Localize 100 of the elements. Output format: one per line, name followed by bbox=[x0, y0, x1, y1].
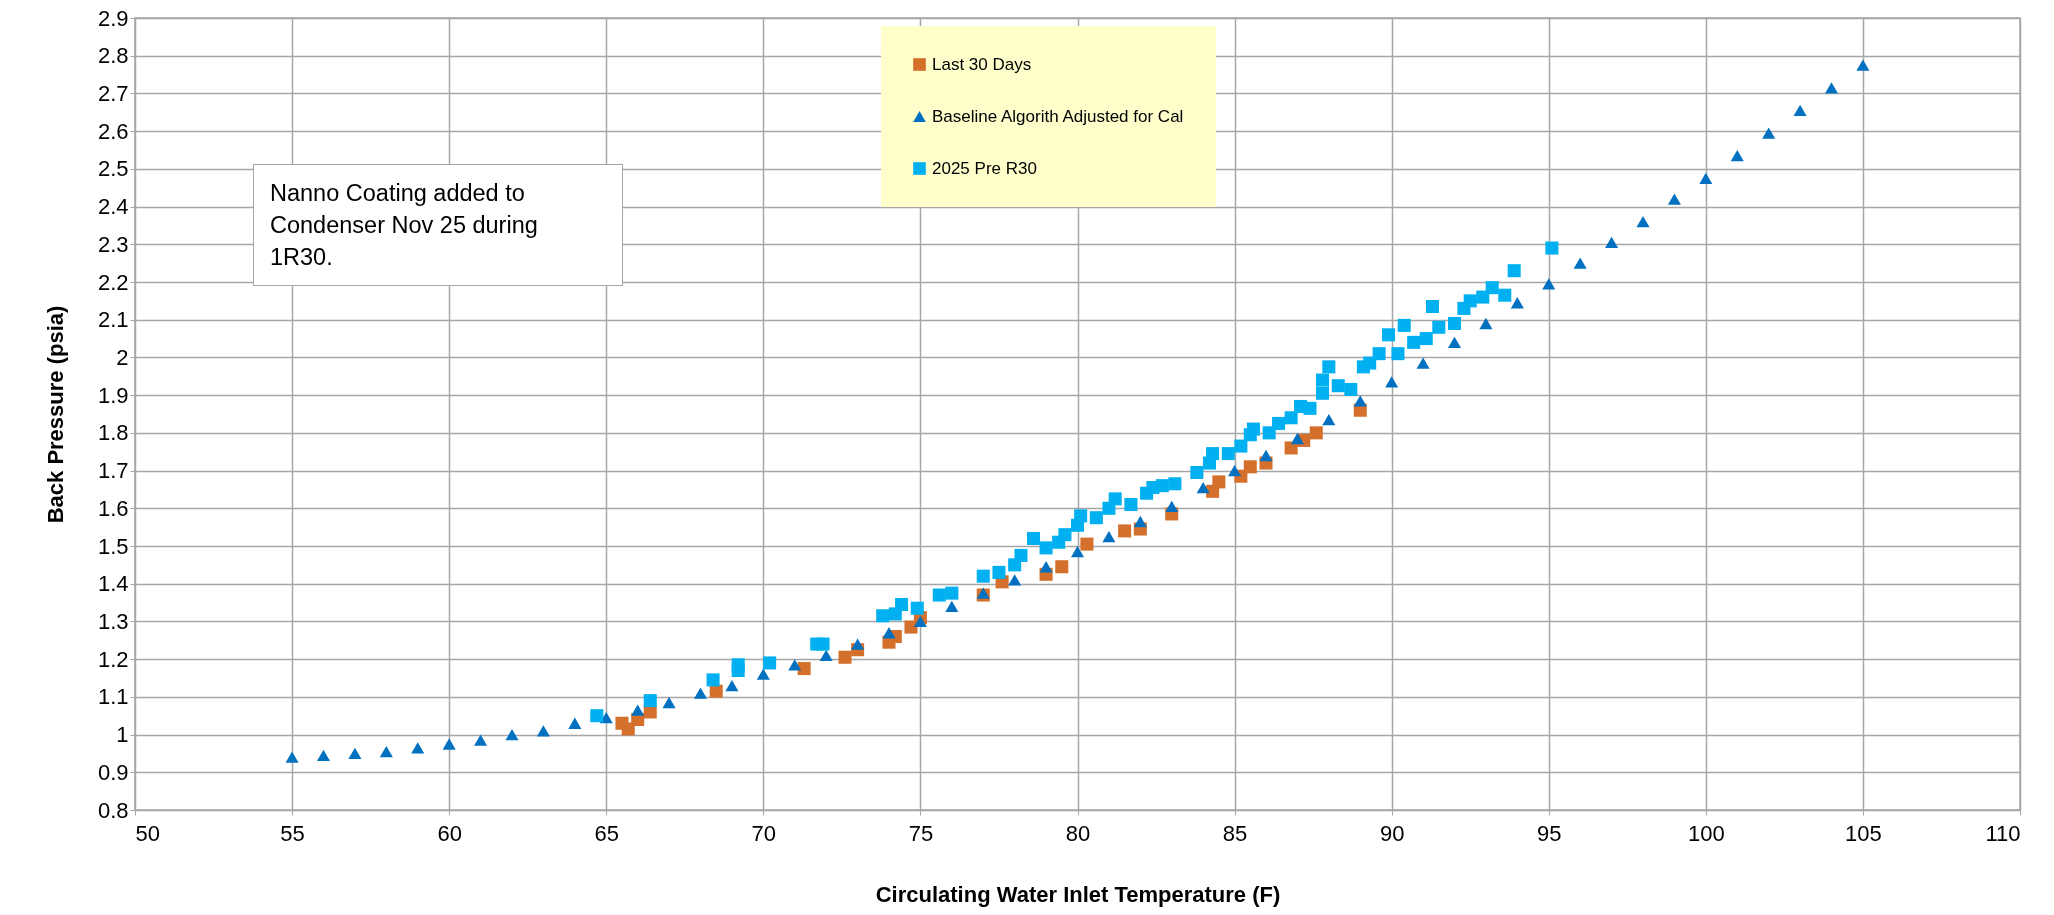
point bbox=[474, 734, 488, 746]
point bbox=[411, 742, 425, 754]
point bbox=[1416, 357, 1430, 369]
point bbox=[1479, 317, 1493, 330]
point bbox=[1228, 464, 1242, 477]
legend-label: Last 30 Days bbox=[932, 54, 1032, 74]
point bbox=[1730, 150, 1744, 162]
x-tick-label: 70 bbox=[751, 820, 777, 846]
y-tick-label: 2.4 bbox=[97, 194, 129, 220]
y-tick-label: 2.9 bbox=[97, 5, 129, 31]
point bbox=[285, 751, 299, 763]
y-tick-label: 1.9 bbox=[97, 382, 129, 408]
point bbox=[1008, 574, 1022, 586]
y-axis-title: Back Pressure (psia) bbox=[42, 305, 68, 524]
point bbox=[851, 638, 865, 650]
x-tick-label: 50 bbox=[135, 820, 160, 846]
point bbox=[1212, 475, 1226, 489]
point bbox=[1243, 460, 1257, 474]
x-tick-label: 110 bbox=[1985, 820, 2021, 846]
y-tick-label: 2.7 bbox=[97, 80, 129, 106]
y-tick-label: 1.8 bbox=[97, 420, 129, 446]
point bbox=[1542, 278, 1556, 290]
point bbox=[693, 687, 708, 699]
x-tick-label: 90 bbox=[1379, 820, 1405, 846]
y-tick-label: 1.2 bbox=[97, 646, 129, 672]
text-box: Nanno Coating added to Condenser Nov 25 during 1R30. bbox=[253, 164, 623, 286]
y-tick-label: 2.6 bbox=[97, 118, 129, 144]
x-axis-title: Circulating Water Inlet Temperature (F) bbox=[875, 881, 1281, 907]
point bbox=[379, 745, 393, 758]
y-tick-label: 2 bbox=[116, 344, 129, 370]
point bbox=[1824, 82, 1839, 94]
point bbox=[1322, 414, 1336, 426]
point bbox=[1447, 336, 1462, 348]
point bbox=[1259, 449, 1273, 462]
y-tick-label: 1.3 bbox=[97, 608, 129, 634]
point bbox=[756, 668, 770, 680]
legend-label: 2025 Pre R30 bbox=[932, 158, 1037, 178]
point bbox=[631, 704, 645, 716]
point bbox=[1605, 236, 1619, 249]
x-tick-label: 55 bbox=[280, 820, 305, 846]
point bbox=[1510, 297, 1524, 309]
point bbox=[1133, 515, 1147, 528]
point bbox=[945, 600, 959, 612]
point bbox=[505, 728, 519, 741]
x-tick-label: 85 bbox=[1222, 820, 1248, 846]
point bbox=[838, 650, 852, 664]
point bbox=[1290, 432, 1304, 445]
point bbox=[1080, 537, 1094, 551]
x-tick-label: 65 bbox=[594, 820, 619, 846]
point bbox=[316, 749, 331, 761]
point bbox=[1636, 216, 1650, 228]
point bbox=[621, 722, 635, 736]
y-tick-label: 1.6 bbox=[97, 495, 129, 521]
point bbox=[709, 684, 723, 698]
point bbox=[1165, 500, 1179, 513]
point bbox=[913, 615, 927, 628]
point bbox=[442, 738, 456, 750]
point bbox=[1102, 530, 1116, 543]
point bbox=[1385, 376, 1399, 388]
y-tick-label: 1.5 bbox=[97, 533, 129, 559]
y-tick-label: 2.5 bbox=[97, 156, 129, 182]
point bbox=[797, 662, 811, 676]
point bbox=[568, 717, 582, 729]
y-tick-label: 1.4 bbox=[97, 571, 129, 597]
point bbox=[1793, 104, 1807, 117]
legend-label: Baseline Algorith Adjusted for Cal bbox=[932, 106, 1184, 126]
y-tick-label: 1 bbox=[116, 722, 129, 748]
y-tick-label: 1.1 bbox=[97, 684, 129, 710]
point bbox=[536, 725, 550, 737]
y-tick-label: 2.2 bbox=[97, 269, 129, 295]
point bbox=[1118, 524, 1132, 538]
point bbox=[1762, 127, 1776, 139]
x-tick-label: 80 bbox=[1065, 820, 1091, 846]
point bbox=[819, 649, 833, 662]
point bbox=[1196, 481, 1210, 494]
point bbox=[882, 627, 896, 639]
y-tick-label: 2.1 bbox=[97, 307, 129, 333]
point bbox=[662, 696, 676, 709]
point bbox=[348, 747, 362, 760]
y-tick-label: 1.7 bbox=[97, 458, 129, 484]
point bbox=[1309, 426, 1323, 440]
point bbox=[1055, 560, 1069, 574]
point bbox=[1856, 59, 1870, 71]
x-tick-label: 75 bbox=[908, 820, 934, 846]
point bbox=[1699, 172, 1713, 184]
point bbox=[1039, 561, 1053, 573]
x-tick-label: 95 bbox=[1537, 820, 1562, 846]
y-tick-label: 0.9 bbox=[97, 759, 129, 785]
point bbox=[788, 659, 802, 671]
y-tick-label: 2.3 bbox=[97, 231, 129, 257]
x-tick-label: 100 bbox=[1687, 820, 1725, 846]
point bbox=[1667, 193, 1681, 205]
point bbox=[1573, 257, 1587, 269]
y-tick-label: 0.8 bbox=[97, 797, 129, 823]
x-tick-label: 105 bbox=[1845, 820, 1882, 846]
x-tick-label: 60 bbox=[437, 820, 462, 846]
point bbox=[1353, 395, 1367, 407]
y-tick-label: 2.8 bbox=[97, 43, 129, 69]
point bbox=[1070, 546, 1085, 558]
point bbox=[725, 679, 739, 692]
